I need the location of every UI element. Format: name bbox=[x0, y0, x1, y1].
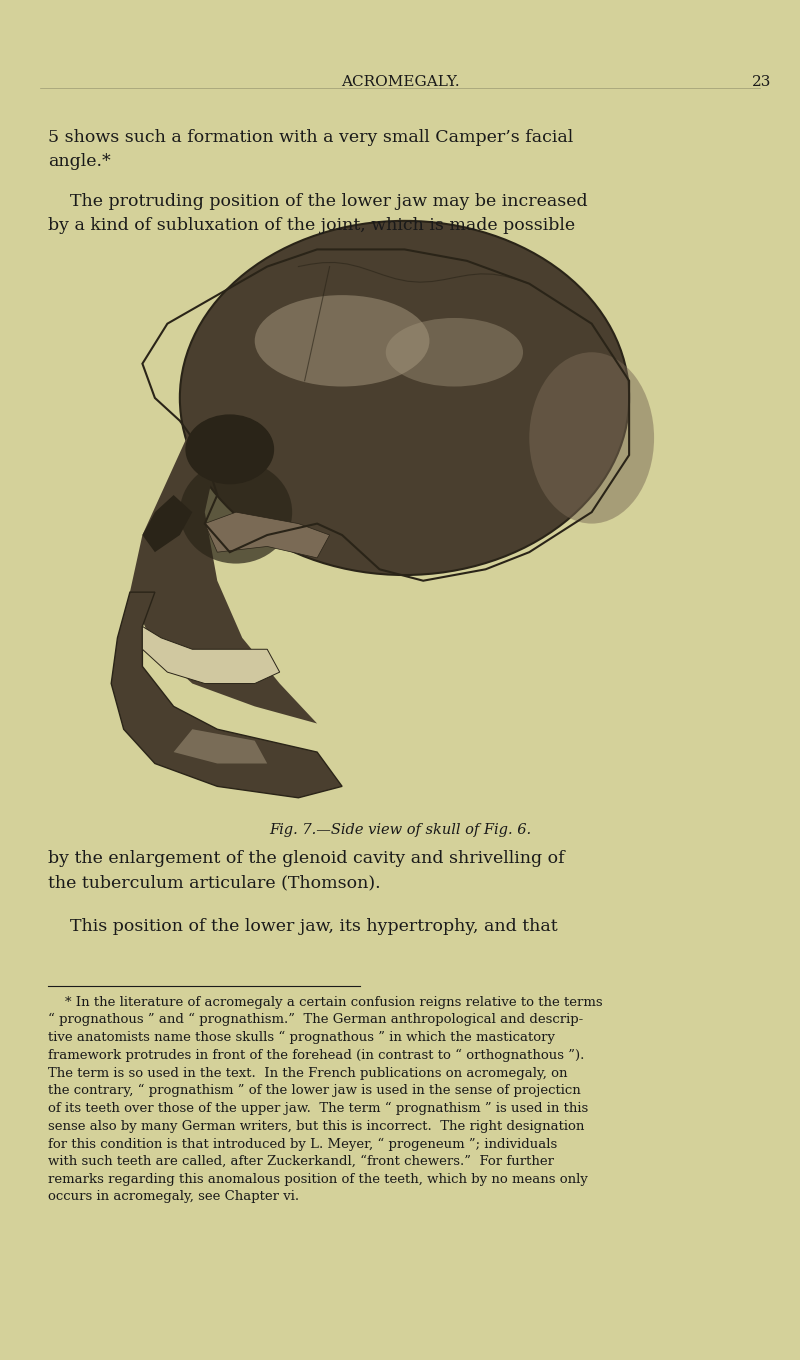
Text: Fig. 7.—Side view of skull of Fig. 6.: Fig. 7.—Side view of skull of Fig. 6. bbox=[269, 823, 531, 836]
Text: 5 shows such a formation with a very small Camper’s facial
angle.*: 5 shows such a formation with a very sma… bbox=[48, 129, 574, 170]
Polygon shape bbox=[142, 495, 192, 552]
Text: This position of the lower jaw, its hypertrophy, and that: This position of the lower jaw, its hype… bbox=[48, 918, 558, 936]
Ellipse shape bbox=[180, 461, 292, 563]
Ellipse shape bbox=[180, 220, 629, 575]
Text: The protruding position of the lower jaw may be increased
by a kind of subluxati: The protruding position of the lower jaw… bbox=[48, 193, 588, 234]
Polygon shape bbox=[174, 729, 267, 763]
Text: ACROMEGALY.: ACROMEGALY. bbox=[341, 75, 459, 88]
Text: * In the literature of acromegaly a certain confusion reigns relative to the ter: * In the literature of acromegaly a cert… bbox=[48, 996, 602, 1204]
Polygon shape bbox=[130, 398, 317, 724]
Polygon shape bbox=[111, 592, 342, 798]
Text: 23: 23 bbox=[752, 75, 771, 88]
Ellipse shape bbox=[254, 295, 430, 386]
Ellipse shape bbox=[186, 415, 274, 484]
Ellipse shape bbox=[386, 318, 523, 386]
Polygon shape bbox=[205, 513, 330, 558]
Ellipse shape bbox=[530, 352, 654, 524]
Text: by the enlargement of the glenoid cavity and shrivelling of
the tuberculum artic: by the enlargement of the glenoid cavity… bbox=[48, 850, 565, 891]
Polygon shape bbox=[142, 627, 280, 684]
